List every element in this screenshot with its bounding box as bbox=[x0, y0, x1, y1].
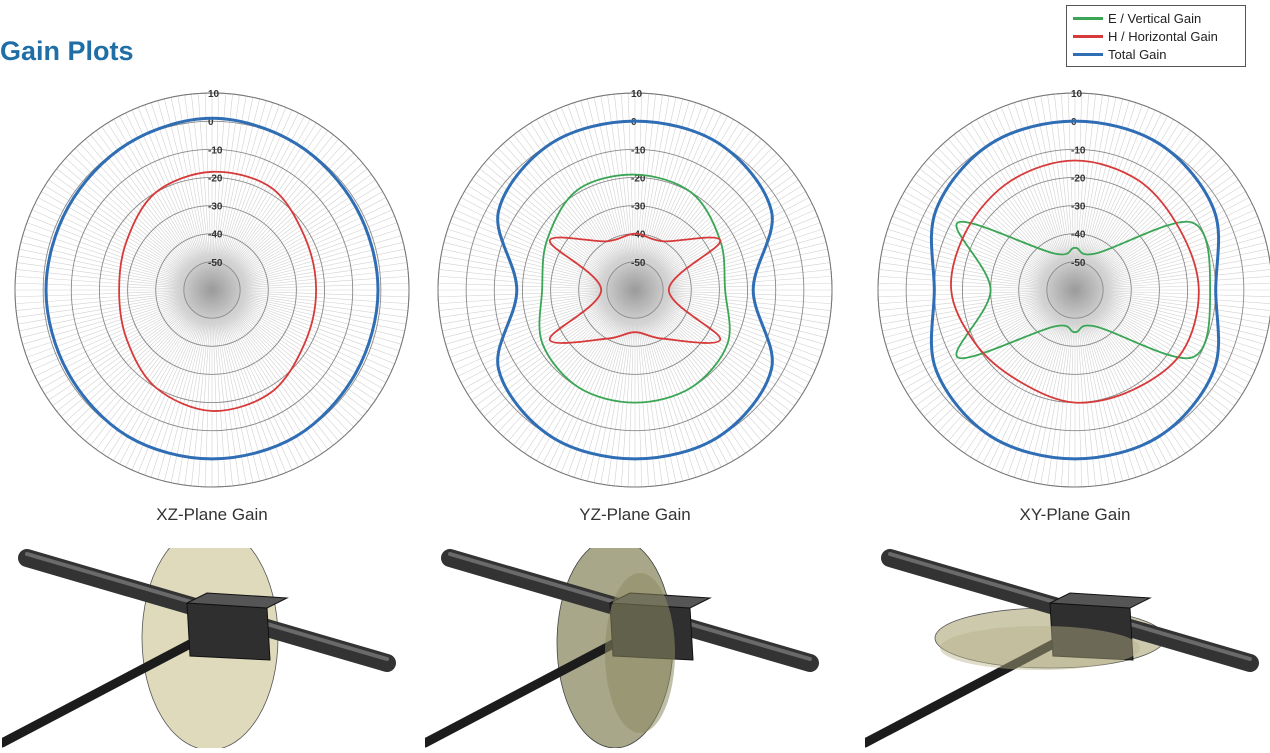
radiation-plane-overlay bbox=[605, 573, 675, 733]
r-tick-label: -20 bbox=[208, 173, 223, 184]
legend-label-horizontal: H / Horizontal Gain bbox=[1108, 28, 1218, 44]
polar-ring bbox=[493, 148, 777, 432]
polar-core-shade bbox=[1018, 233, 1132, 347]
antenna-svg bbox=[0, 525, 396, 751]
r-tick-label: -20 bbox=[631, 173, 646, 184]
antenna-cable bbox=[860, 638, 1060, 748]
antenna-housing bbox=[186, 602, 271, 661]
polar-ring bbox=[1018, 233, 1132, 347]
legend-item-horizontal: H / Horizontal Gain bbox=[1073, 27, 1245, 45]
r-tick-label: -30 bbox=[208, 202, 223, 213]
page-title: Gain Plots bbox=[0, 36, 134, 66]
polar-ring bbox=[98, 176, 326, 404]
r-tick-label: -50 bbox=[1071, 258, 1086, 269]
series-line-total-gain bbox=[496, 119, 774, 461]
legend: E / Vertical Gain H / Horizontal Gain To… bbox=[1066, 5, 1246, 67]
r-tick-label: 0 bbox=[208, 117, 214, 128]
antenna-svg bbox=[420, 537, 819, 749]
polar-ring bbox=[1046, 261, 1104, 319]
legend-item-total: Total Gain bbox=[1073, 45, 1245, 63]
r-tick-label: -50 bbox=[631, 258, 646, 269]
polar-ring bbox=[127, 205, 297, 375]
r-tick-label: -10 bbox=[208, 145, 223, 156]
antenna-housing-top bbox=[1048, 592, 1152, 609]
xz-antenna-illustration bbox=[0, 525, 422, 751]
series-line-h-horizontal-gain bbox=[548, 232, 722, 344]
r-tick-label: -50 bbox=[208, 258, 223, 269]
polar-core-shade bbox=[155, 233, 269, 347]
r-tick-label: -40 bbox=[631, 230, 646, 241]
series-line-e-vertical-gain bbox=[955, 220, 1212, 360]
antenna-cable bbox=[420, 638, 620, 748]
r-tick-label: 10 bbox=[1071, 90, 1083, 100]
r-tick-label: -30 bbox=[631, 202, 646, 213]
r-tick-label: -20 bbox=[1071, 173, 1086, 184]
xy-antenna-illustration bbox=[860, 548, 1270, 748]
r-tick-label: -10 bbox=[631, 145, 646, 156]
xz-polar-plot: 10 0 -10 -20 -30 -40 -50 bbox=[2, 90, 422, 500]
antenna-svg bbox=[860, 549, 1259, 748]
r-tick-label: 10 bbox=[208, 90, 220, 100]
polar-ring bbox=[183, 261, 241, 319]
r-tick-label: 10 bbox=[631, 90, 643, 100]
polar-core-shade bbox=[578, 233, 692, 347]
yz-plot-caption: YZ-Plane Gain bbox=[579, 505, 691, 524]
r-tick-label: -10 bbox=[1071, 145, 1086, 156]
legend-swatch-horizontal bbox=[1073, 34, 1103, 38]
xz-plot-caption: XZ-Plane Gain bbox=[156, 505, 268, 524]
polar-outer-ring bbox=[437, 92, 833, 488]
r-tick-label: -30 bbox=[1071, 202, 1086, 213]
polar-outer-ring bbox=[877, 92, 1270, 488]
legend-item-vertical: E / Vertical Gain bbox=[1073, 9, 1245, 27]
legend-swatch-total bbox=[1073, 52, 1103, 56]
xy-plot-caption: XY-Plane Gain bbox=[1019, 505, 1131, 524]
polar-svg: 10 0 -10 -20 -30 -40 -50 bbox=[14, 90, 410, 488]
xy-polar-plot: 10 0 -10 -20 -30 -40 -50 bbox=[865, 90, 1270, 500]
r-tick-label: 0 bbox=[631, 117, 637, 128]
polar-outer-ring bbox=[14, 92, 410, 488]
series-line-total-gain bbox=[44, 116, 380, 461]
polar-ring bbox=[70, 148, 354, 432]
polar-svg: 10 0 -10 -20 -30 -40 -50 bbox=[877, 90, 1270, 488]
antenna-cable bbox=[0, 638, 197, 748]
r-tick-label: -40 bbox=[208, 230, 223, 241]
series-line-h-horizontal-gain bbox=[118, 170, 317, 412]
polar-ring bbox=[155, 233, 269, 347]
r-tick-label: 0 bbox=[1071, 117, 1077, 128]
series-line-h-horizontal-gain bbox=[950, 159, 1200, 404]
yz-antenna-illustration bbox=[420, 537, 845, 749]
radiation-plane-overlay bbox=[940, 626, 1140, 670]
polar-ring bbox=[606, 261, 664, 319]
series-line-total-gain bbox=[929, 119, 1221, 461]
r-tick-label: -40 bbox=[1071, 230, 1086, 241]
antenna-housing-top bbox=[185, 592, 289, 609]
legend-swatch-vertical bbox=[1073, 16, 1103, 20]
yz-polar-plot: 10 0 -10 -20 -30 -40 -50 bbox=[425, 90, 845, 500]
legend-label-total: Total Gain bbox=[1108, 46, 1167, 62]
legend-label-vertical: E / Vertical Gain bbox=[1108, 10, 1202, 26]
polar-ring bbox=[550, 205, 720, 375]
polar-svg: 10 0 -10 -20 -30 -40 -50 bbox=[437, 90, 833, 488]
